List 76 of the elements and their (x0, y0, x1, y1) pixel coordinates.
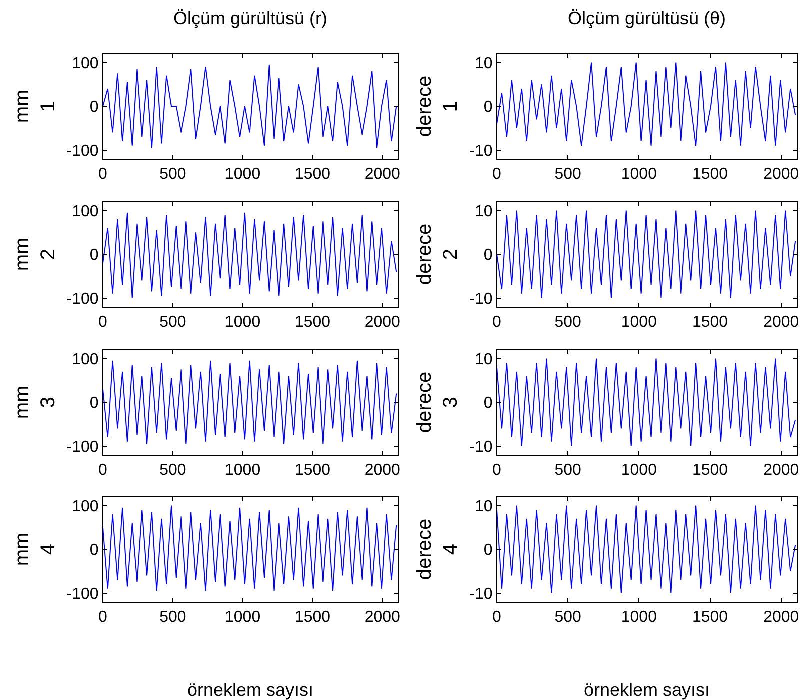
x-tick-label: 2000 (364, 314, 401, 332)
x-tick-label: 1500 (294, 166, 331, 184)
y-tick-label: 0 (484, 542, 493, 560)
x-tick-label: 2000 (764, 314, 800, 332)
y-tick-label: 100 (72, 55, 99, 72)
y-tick-label: -10 (470, 586, 493, 603)
line-series (497, 62, 796, 146)
line-series (103, 64, 398, 149)
x-tick-label: 2000 (364, 166, 401, 184)
x-tick-label: 1500 (692, 609, 728, 626)
y-tick-label: 10 (475, 351, 493, 368)
line-series (103, 360, 398, 445)
x-tick-label: 1500 (294, 462, 331, 480)
x-tick-label: 1500 (294, 609, 331, 626)
y-tick-label: 0 (484, 247, 493, 264)
y-tick-label: -10 (470, 142, 493, 160)
y-tick-label: 0 (90, 247, 99, 264)
x-tick-label: 1000 (621, 462, 658, 480)
x-tick-label: 2000 (364, 462, 401, 480)
y-axis-title: derece 1 (414, 76, 462, 138)
y-tick-label: 10 (475, 55, 493, 72)
x-tick-label: 1500 (692, 166, 728, 184)
y-axis-title: mm 4 (11, 532, 60, 566)
y-tick-label: 10 (475, 498, 493, 516)
y-axis-title: derece 2 (414, 224, 462, 286)
x-tick-label: 1000 (621, 314, 658, 332)
line-series (103, 505, 398, 592)
x-tick-label: 500 (160, 462, 186, 480)
x-tick-label: 1500 (692, 314, 728, 332)
x-tick-label: 2000 (364, 609, 401, 626)
line-series (497, 358, 796, 447)
y-tick-label: 0 (90, 542, 99, 560)
y-tick-label: -100 (66, 438, 99, 456)
y-tick-label: 0 (484, 395, 493, 412)
y-tick-label: -100 (66, 290, 99, 308)
y-axis-title: mm 3 (11, 386, 60, 420)
y-tick-label: 0 (90, 99, 99, 116)
x-tick-label: 1500 (692, 462, 728, 480)
y-axis-title: derece 4 (414, 518, 462, 580)
line-series (103, 212, 398, 299)
y-tick-label: 0 (90, 395, 99, 412)
chart-title: Ölçüm gürültüsü (θ) (568, 8, 726, 28)
x-tick-label: 1000 (621, 609, 658, 626)
x-tick-label: 500 (160, 609, 186, 626)
y-tick-label: -10 (470, 290, 493, 308)
y-tick-label: 100 (72, 498, 99, 516)
x-tick-label: 1000 (225, 314, 261, 332)
x-tick-label: 1000 (225, 166, 261, 184)
x-tick-label: 2000 (764, 462, 800, 480)
x-tick-label: 500 (554, 314, 582, 332)
line-series (497, 505, 796, 594)
x-axis-title: örneklem sayısı (584, 680, 710, 700)
x-tick-label: 500 (554, 166, 582, 184)
y-tick-label: -100 (66, 142, 99, 160)
x-tick-label: 1000 (621, 166, 658, 184)
x-tick-label: 1000 (225, 609, 261, 626)
y-tick-label: 0 (484, 99, 493, 116)
x-tick-label: 500 (160, 166, 186, 184)
y-axis-title: derece 3 (414, 372, 462, 434)
x-tick-label: 1000 (225, 462, 261, 480)
y-tick-label: 100 (72, 351, 99, 368)
y-axis-title: mm 1 (11, 90, 60, 124)
chart-title: Ölçüm gürültüsü (r) (173, 8, 328, 28)
x-tick-label: 500 (554, 462, 582, 480)
x-tick-label: 500 (160, 314, 186, 332)
y-tick-label: 100 (72, 203, 99, 220)
y-tick-label: 10 (475, 203, 493, 220)
x-tick-label: 2000 (764, 609, 800, 626)
x-tick-label: 500 (554, 609, 582, 626)
x-tick-label: 1500 (294, 314, 331, 332)
x-tick-label: 2000 (764, 166, 800, 184)
line-series (497, 210, 796, 299)
x-axis-title: örneklem sayısı (187, 680, 314, 700)
y-tick-label: -100 (66, 586, 99, 603)
y-tick-label: -10 (470, 438, 493, 456)
y-axis-title: mm 2 (11, 238, 60, 272)
